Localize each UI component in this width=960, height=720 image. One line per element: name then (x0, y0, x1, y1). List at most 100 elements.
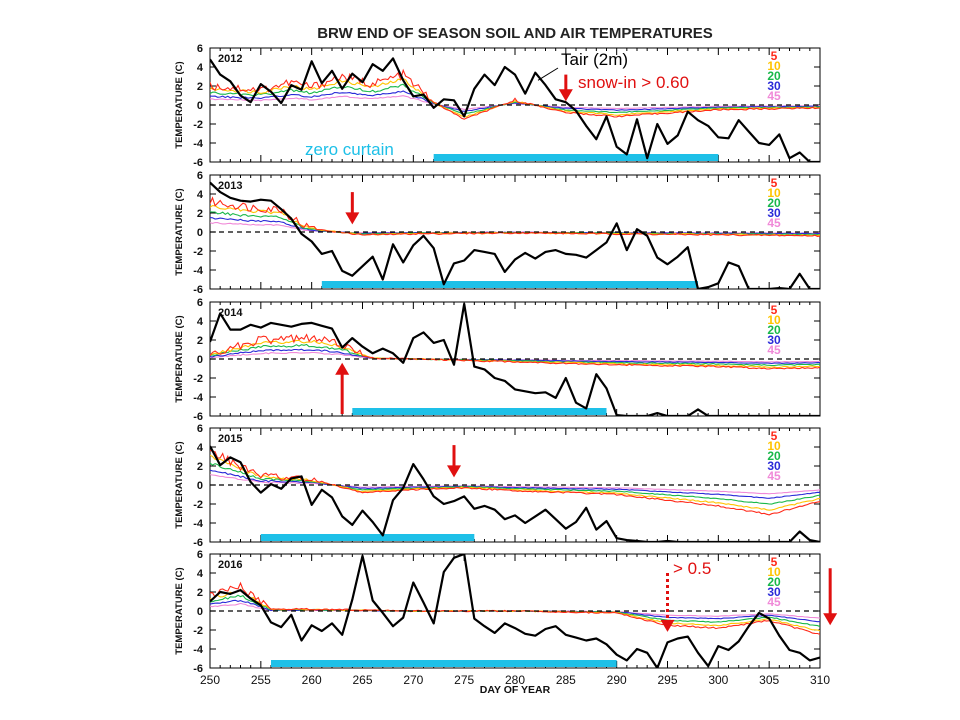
y-tick-label: 6 (197, 549, 203, 561)
soil-series-20cm (210, 462, 820, 505)
soil-series-5cm (210, 333, 820, 370)
plot-area (210, 57, 820, 162)
snow-in-arrow (335, 362, 350, 414)
snow-in-arrow-head (823, 613, 838, 626)
depth-legend-10: 10 (767, 565, 781, 579)
depth-legend-20: 20 (767, 196, 781, 210)
depth-legend-45: 45 (767, 216, 781, 230)
soil-series-10cm (210, 339, 820, 369)
y-tick-label: -2 (193, 246, 203, 258)
y-tick-label: 4 (197, 316, 204, 328)
panel-year-label: 2016 (218, 559, 242, 571)
depth-legend-45: 45 (767, 343, 781, 357)
depth-legend-30: 30 (767, 333, 781, 347)
soil-series-20cm (210, 343, 820, 367)
y-axis-label: TEMPERATURE (C) (174, 567, 185, 654)
zero-curtain-bar (321, 281, 698, 288)
depth-legend-5: 5 (771, 303, 778, 317)
y-tick-label: -4 (193, 644, 204, 656)
snow-in-arrow (823, 568, 838, 626)
y-tick-label: 4 (197, 442, 204, 454)
annotations-2016: > 0.5 (673, 559, 711, 578)
y-tick-label: 0 (197, 227, 203, 239)
y-tick-label: -6 (193, 537, 203, 549)
snow-in-arrow-head (345, 212, 360, 225)
x-tick-label: 295 (657, 673, 677, 687)
x-tick-label: 275 (454, 673, 474, 687)
snow-in-arrow-head (447, 465, 461, 478)
y-axis-label: TEMPERATURE (C) (174, 188, 185, 275)
depth-legend-45: 45 (767, 469, 781, 483)
y-tick-label: 6 (197, 423, 203, 435)
soil-series-5cm (210, 581, 820, 635)
x-tick-label: 305 (759, 673, 779, 687)
y-tick-label: -2 (193, 625, 203, 637)
y-tick-label: -4 (193, 265, 204, 277)
x-tick-label: 270 (403, 673, 423, 687)
y-tick-label: 0 (197, 100, 203, 112)
y-tick-label: 0 (197, 606, 203, 618)
air-temperature-line (210, 57, 820, 162)
y-tick-label: -6 (193, 411, 203, 423)
y-tick-label: 2 (197, 587, 203, 599)
plot-area (210, 554, 820, 668)
snow-in-arrow-head (558, 89, 573, 102)
y-tick-label: -4 (193, 518, 204, 530)
soil-series-5cm (210, 68, 820, 120)
soil-series-10cm (210, 205, 820, 237)
plot-area (210, 181, 820, 289)
y-tick-label: 4 (197, 189, 204, 201)
x-tick-label: 290 (607, 673, 627, 687)
air-temperature-line (210, 302, 820, 416)
depth-legend-5: 5 (771, 176, 778, 190)
y-tick-label: 2 (197, 81, 203, 93)
zero-curtain-bar (433, 154, 719, 161)
y-tick-label: 4 (197, 62, 204, 74)
panel-year-label: 2014 (218, 307, 243, 319)
zero-curtain-bar (271, 660, 617, 667)
air-temperature-line (210, 181, 820, 289)
tair-pointer (537, 67, 559, 81)
depth-legend-30: 30 (767, 459, 781, 473)
chart-title: BRW END OF SEASON SOIL AND AIR TEMPERATU… (317, 25, 713, 42)
snow-in-arrow (345, 192, 360, 225)
depth-legend-20: 20 (767, 575, 781, 589)
snow-in-arrow-head (660, 619, 675, 632)
soil-series-5cm (210, 449, 820, 516)
y-tick-label: -4 (193, 138, 204, 150)
air-temperature-line (210, 445, 820, 542)
y-tick-label: 2 (197, 208, 203, 220)
depth-legend-30: 30 (767, 79, 781, 93)
y-axis-label: TEMPERATURE (C) (174, 441, 185, 528)
soil-series-30cm (210, 90, 820, 112)
snow-in-arrow (558, 74, 573, 102)
x-tick-label: 310 (810, 673, 830, 687)
plot-area (210, 302, 820, 416)
y-tick-label: -6 (193, 284, 203, 296)
depth-legend-45: 45 (767, 89, 781, 103)
snow-in-2016-label: > 0.5 (673, 559, 711, 578)
annotations-2012: Tair (2m) snow-in > 0.60 zero curtain (305, 50, 689, 159)
depth-legend-20: 20 (767, 323, 781, 337)
depth-legend-45: 45 (767, 595, 781, 609)
x-tick-label: 265 (352, 673, 372, 687)
snow-in-arrow-head (335, 362, 350, 375)
y-axis-label: TEMPERATURE (C) (174, 315, 185, 402)
depth-legend-10: 10 (767, 186, 781, 200)
soil-series-20cm (210, 211, 820, 236)
y-tick-label: -2 (193, 119, 203, 131)
y-tick-label: -6 (193, 157, 203, 169)
y-tick-label: 2 (197, 461, 203, 473)
depth-legend-10: 10 (767, 313, 781, 327)
soil-series-45cm (210, 474, 820, 495)
depth-legend-5: 5 (771, 429, 778, 443)
plot-area (210, 445, 820, 542)
x-tick-label: 255 (251, 673, 271, 687)
